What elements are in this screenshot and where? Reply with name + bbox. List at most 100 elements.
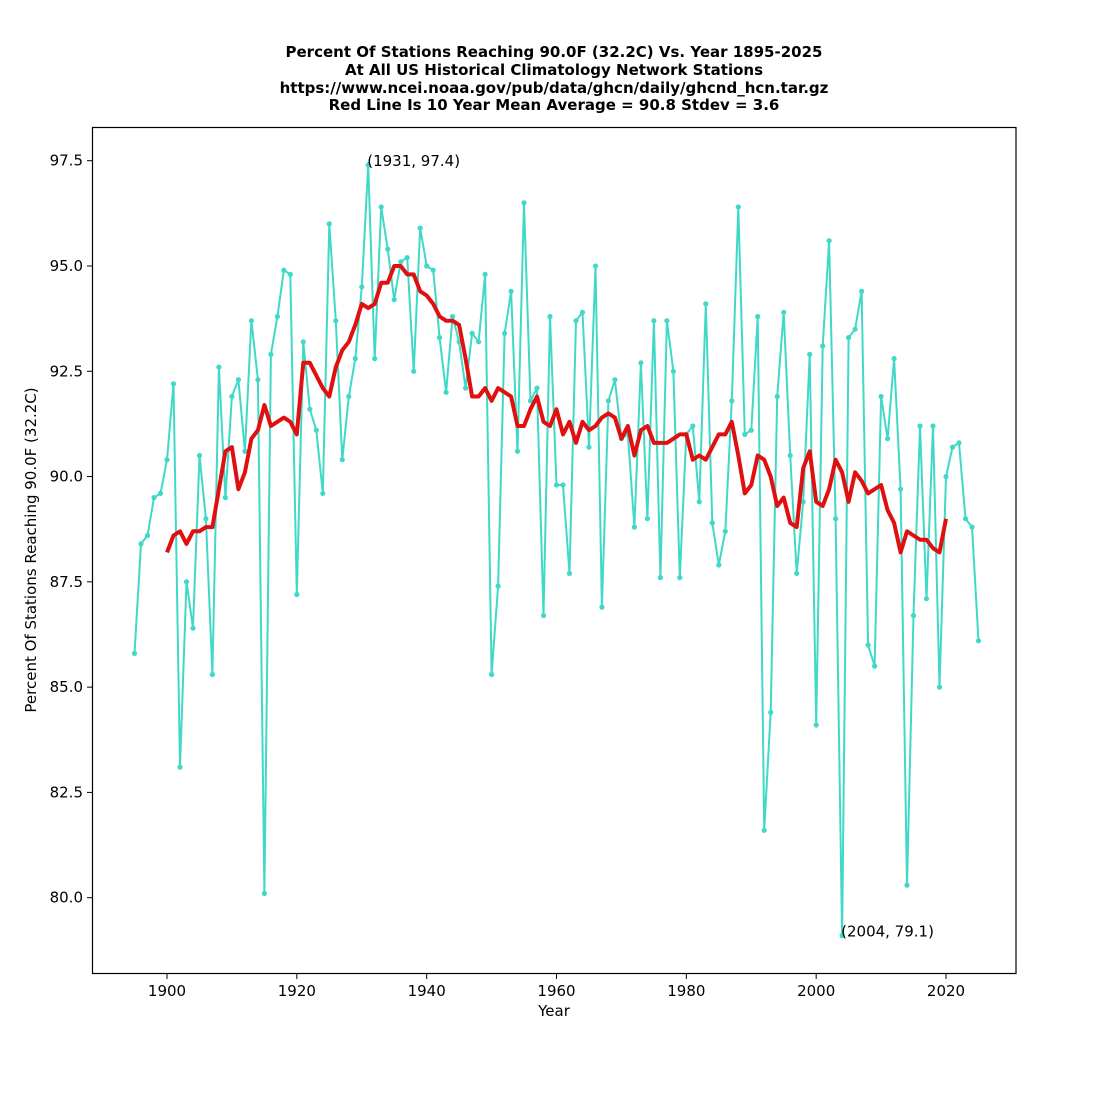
- annual-data-point: [962, 516, 969, 522]
- y-axis: 80.0 82.5 85.0 87.5 90.0 92.5 95.0 97.5: [50, 152, 93, 907]
- annual-data-point: [190, 625, 196, 631]
- annual-data-point: [910, 612, 917, 619]
- annual-data-point: [865, 642, 871, 648]
- annual-data-point: [248, 318, 254, 324]
- annual-data-point: [430, 267, 436, 273]
- annual-data-point: [229, 393, 235, 400]
- annual-data-point: [131, 650, 138, 657]
- annual-data-point: [385, 246, 391, 252]
- annual-data-point: [489, 671, 495, 678]
- annual-data-point: [716, 562, 722, 568]
- y-axis-label: Percent Of Stations Reaching 90.0F (32.2…: [22, 387, 40, 712]
- annual-data-point: [157, 490, 164, 496]
- annual-data-point: [352, 356, 358, 362]
- x-tick-label: 2020: [927, 982, 965, 1000]
- annual-data-point: [287, 271, 293, 277]
- annual-data-point: [638, 360, 644, 366]
- annual-data-point: [326, 221, 332, 227]
- annual-data-point: [943, 474, 949, 480]
- annual-data-point: [742, 431, 748, 437]
- annual-data-point: [891, 356, 897, 362]
- annual-data-point: [800, 499, 806, 505]
- annual-data-point: [904, 882, 910, 888]
- annual-data-point: [722, 528, 728, 534]
- annual-data-point: [359, 284, 365, 290]
- annual-data-point: [463, 385, 469, 391]
- y-tick-label: 80.0: [50, 889, 83, 907]
- annual-data-point: [553, 482, 560, 488]
- annual-data-point: [956, 440, 962, 446]
- annual-data-point: [761, 827, 767, 833]
- annual-data-point: [527, 398, 534, 404]
- y-tick-label: 82.5: [50, 783, 83, 801]
- annual-data-point: [242, 448, 248, 454]
- annual-data-point: [690, 423, 696, 429]
- annual-data-point: [365, 162, 371, 168]
- annual-data-point: [268, 351, 274, 357]
- annual-data-point: [216, 364, 222, 370]
- annual-data-point: [404, 255, 410, 261]
- title-line-1: Percent Of Stations Reaching 90.0F (32.2…: [286, 43, 823, 61]
- annual-data-point: [138, 541, 144, 547]
- annual-data-point: [930, 423, 936, 429]
- annual-data-point: [170, 381, 177, 387]
- y-tick-label: 92.5: [50, 362, 83, 380]
- annual-data-point: [709, 520, 715, 526]
- annual-data-point: [313, 427, 319, 433]
- annual-data-point: [612, 377, 618, 383]
- annual-data-point: [424, 263, 430, 269]
- annual-data-point: [540, 612, 547, 619]
- series-layer: [131, 162, 982, 939]
- annual-data-point: [177, 764, 183, 770]
- annual-series-line: [133, 163, 980, 937]
- y-tick-label: 95.0: [50, 257, 83, 275]
- y-tick-label: 87.5: [50, 573, 83, 591]
- annotations: (1931, 97.4) (2004, 79.1): [367, 152, 934, 941]
- annual-data-point: [794, 570, 800, 577]
- annual-data-point: [164, 457, 170, 463]
- annual-data-point: [391, 297, 397, 303]
- annual-data-point: [469, 330, 475, 336]
- title-line-3: https://www.ncei.noaa.gov/pub/data/ghcn/…: [280, 79, 829, 97]
- annual-data-point: [586, 444, 592, 450]
- annual-data-point: [203, 516, 209, 522]
- annual-data-point: [476, 339, 482, 345]
- x-axis-label: Year: [537, 1002, 571, 1020]
- annotation-min: (2004, 79.1): [841, 923, 934, 941]
- annual-data-point: [300, 339, 306, 345]
- annual-data-point: [755, 313, 761, 320]
- annual-data-point: [826, 238, 832, 244]
- annual-data-point: [151, 495, 157, 501]
- annual-data-point: [502, 330, 508, 336]
- annual-data-point: [787, 452, 793, 459]
- annual-data-point: [437, 335, 443, 341]
- annual-data-point: [411, 368, 417, 374]
- annual-data-point: [872, 663, 878, 669]
- annual-data-point: [878, 393, 884, 400]
- annual-data-point: [859, 288, 865, 294]
- annual-data-point: [768, 709, 774, 716]
- annual-data-point: [923, 596, 930, 602]
- annual-data-point: [820, 343, 826, 349]
- annual-data-point: [885, 436, 891, 442]
- annual-data-point: [261, 890, 267, 897]
- annual-data-point: [631, 524, 638, 530]
- x-tick-label: 2000: [797, 982, 835, 1000]
- annotation-max: (1931, 97.4): [367, 152, 460, 170]
- annual-data-point: [209, 671, 215, 678]
- annual-data-point: [729, 398, 735, 404]
- annual-data-point: [657, 575, 664, 581]
- annual-data-point: [534, 385, 540, 391]
- annual-data-point: [651, 318, 657, 324]
- annual-data-point: [936, 684, 943, 690]
- annual-data-point: [521, 200, 527, 206]
- annual-data-point: [781, 309, 787, 315]
- y-tick-label: 85.0: [50, 678, 83, 696]
- annual-data-point: [339, 457, 345, 463]
- annual-data-point: [748, 427, 754, 433]
- annual-data-point: [813, 722, 819, 728]
- annual-data-point: [281, 267, 287, 273]
- annual-data-point: [495, 583, 501, 589]
- annual-data-point: [346, 393, 352, 400]
